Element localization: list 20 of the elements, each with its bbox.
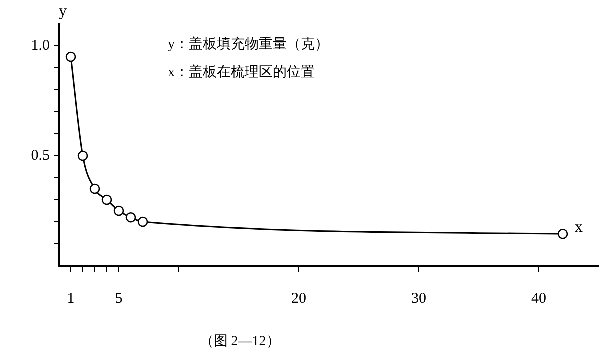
point [558,228,568,240]
annotation: x：盖板在梳理区的位置 [168,64,315,81]
point [114,206,124,216]
x-tick-label: 5 [115,290,123,307]
point [138,216,148,228]
x-tick-label: 1 [67,290,75,307]
y-tick-label: 1.0 [31,38,50,54]
point [78,150,88,162]
point [126,212,136,223]
x-axis-title: x [575,219,583,236]
y-axis-title: y [59,3,67,20]
annotation: y：盖板填充物重量（克） [168,36,329,53]
x-tick-label: 20 [292,290,306,307]
point [90,184,100,194]
x-tick-label: 30 [412,290,426,307]
point [102,194,112,206]
y-tick-label: 0.5 [31,148,50,164]
x-tick-label: 40 [532,290,546,307]
point [66,52,76,62]
text: （图 2—12） [200,334,280,350]
